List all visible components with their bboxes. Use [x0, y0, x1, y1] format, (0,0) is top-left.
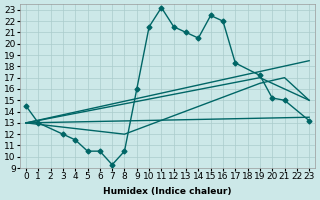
X-axis label: Humidex (Indice chaleur): Humidex (Indice chaleur)	[103, 187, 232, 196]
